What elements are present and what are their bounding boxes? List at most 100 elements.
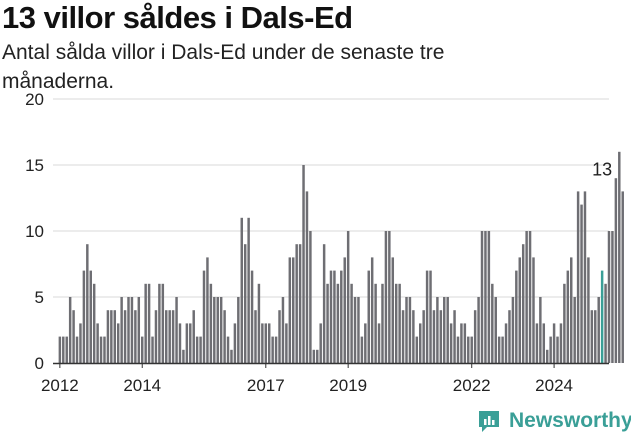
bar — [618, 151, 621, 363]
bar — [110, 310, 113, 363]
bar — [254, 310, 257, 363]
bar — [535, 323, 539, 363]
bar — [151, 336, 154, 363]
bar — [415, 336, 419, 363]
bar — [237, 297, 240, 363]
bar — [449, 323, 453, 363]
bar — [185, 323, 189, 363]
bar — [329, 270, 333, 363]
bar — [216, 297, 219, 363]
bar — [261, 323, 264, 363]
y-tick-label: 10 — [25, 222, 44, 241]
bar — [511, 297, 515, 363]
bar — [123, 310, 127, 363]
bar — [542, 323, 546, 363]
bar — [309, 231, 312, 363]
bar — [92, 283, 96, 363]
bar — [357, 297, 360, 363]
bar — [79, 323, 82, 363]
x-tick-label: 2024 — [535, 376, 573, 395]
bar — [264, 323, 268, 363]
bar — [480, 231, 484, 363]
bar — [467, 336, 470, 363]
bar — [96, 323, 99, 363]
bar — [278, 310, 281, 363]
bar — [401, 310, 405, 363]
bar — [545, 349, 549, 363]
bar — [418, 323, 422, 363]
bar — [223, 310, 226, 363]
bar — [106, 310, 110, 363]
bar — [113, 310, 117, 363]
bar — [68, 297, 72, 363]
bar — [154, 310, 158, 363]
bar — [453, 310, 456, 363]
x-tick-label: 2017 — [247, 376, 285, 395]
bar — [436, 297, 439, 363]
bar — [477, 297, 480, 363]
bar — [230, 349, 233, 363]
bar — [456, 336, 460, 363]
bar — [213, 297, 216, 363]
bar — [82, 270, 86, 363]
bar — [484, 231, 487, 363]
bar — [243, 244, 247, 363]
bar — [508, 310, 511, 363]
bar — [165, 310, 168, 363]
bar — [388, 231, 391, 363]
bar — [429, 270, 432, 363]
y-tick-label: 5 — [35, 288, 44, 307]
bar — [370, 257, 374, 363]
bar — [364, 323, 367, 363]
bar — [576, 191, 580, 363]
bar — [425, 270, 429, 363]
bar — [202, 270, 206, 363]
bar — [72, 310, 75, 363]
bar — [140, 336, 144, 363]
bar — [611, 231, 614, 363]
bar — [75, 336, 79, 363]
bar — [463, 323, 467, 363]
bar — [621, 191, 624, 363]
bar — [168, 310, 171, 363]
bar — [580, 204, 583, 363]
bar — [604, 283, 607, 363]
newsworthy-brand: Newsworthy — [476, 408, 631, 434]
bar — [62, 336, 65, 363]
bar — [250, 270, 254, 363]
brand-name: Newsworthy — [509, 409, 631, 432]
bar — [195, 336, 199, 363]
bar — [439, 310, 443, 363]
bar — [381, 283, 384, 363]
bar — [285, 323, 288, 363]
bar — [147, 283, 151, 363]
bar — [209, 283, 213, 363]
bar — [233, 323, 237, 363]
bar — [374, 283, 377, 363]
bar — [360, 336, 364, 363]
bar — [607, 231, 611, 363]
bar — [391, 257, 395, 363]
bar — [171, 310, 175, 363]
bar — [470, 336, 473, 363]
bar — [305, 191, 309, 363]
bar — [549, 336, 552, 363]
bar — [343, 257, 346, 363]
bar — [494, 297, 497, 363]
bar — [573, 297, 576, 363]
bar — [226, 336, 230, 363]
bar — [130, 297, 134, 363]
bar — [350, 283, 353, 363]
bar — [412, 310, 415, 363]
bar — [137, 297, 141, 363]
bar — [192, 310, 195, 363]
bar — [432, 310, 436, 363]
bar — [384, 231, 388, 363]
bar — [501, 336, 504, 363]
x-tick-label: 2019 — [329, 376, 367, 395]
bar — [199, 336, 202, 363]
x-axis: 2012 2014 2017 2019 2022 2024 — [41, 362, 609, 395]
bar — [312, 349, 316, 363]
bar — [405, 297, 408, 363]
